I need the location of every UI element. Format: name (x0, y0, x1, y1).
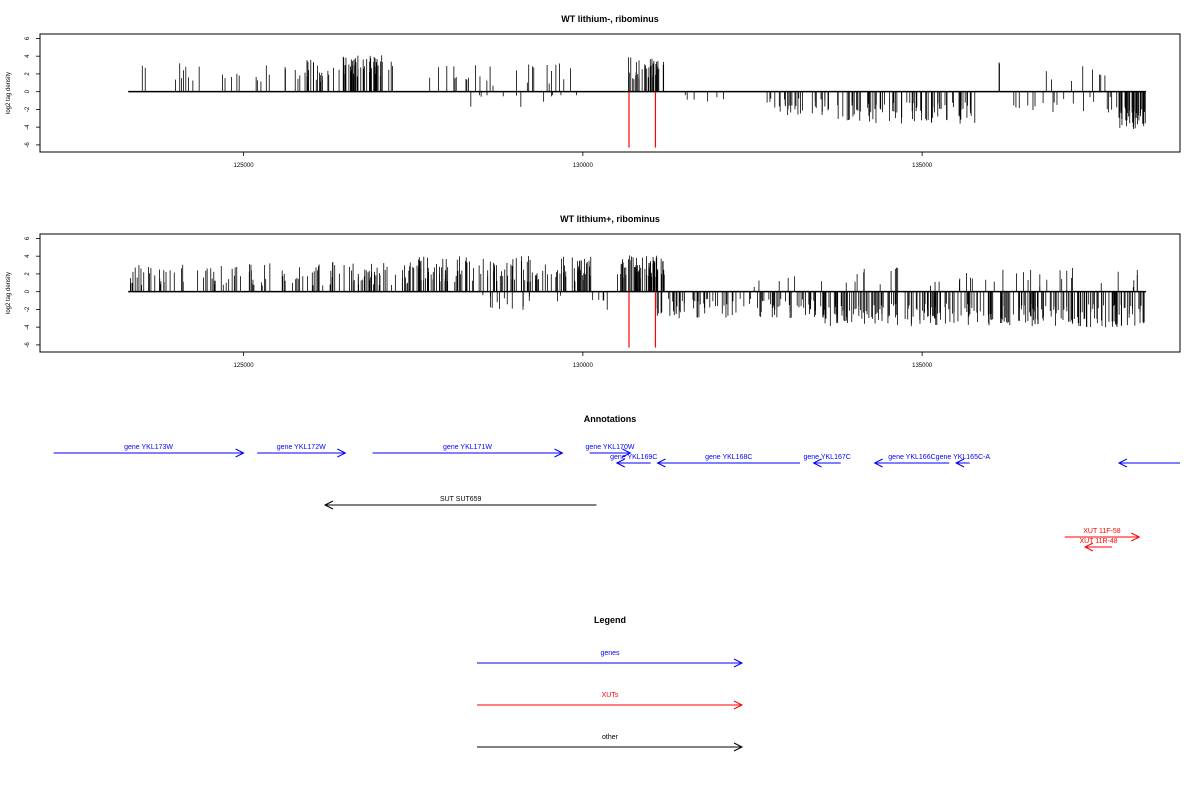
legend-label: genes (600, 650, 620, 657)
y-tick-label: -4 (25, 124, 31, 130)
x-tick-label: 135000 (912, 163, 933, 169)
feature-label: SUT SUT659 (440, 496, 482, 503)
feature-label: gene YKL165C-A (936, 454, 991, 461)
chart-title: WT lithium-, ribominus (561, 14, 659, 24)
x-tick-label: 130000 (573, 363, 594, 369)
plot-frame (39, 33, 1181, 153)
feature-arrow-head (1131, 532, 1141, 542)
feature-label: XUT 11R-48 (1079, 538, 1117, 545)
y-tick-label: -2 (25, 106, 31, 112)
chart-title: WT lithium+, ribominus (560, 214, 660, 224)
feature-label: gene YKL168C (705, 454, 752, 461)
feature-arrow-head (1117, 458, 1128, 468)
feature-arrow-head (812, 458, 822, 468)
panel-wt-lithium-minus: WT lithium-, ribominus log2 tag density -6… (6, 14, 1181, 169)
feature-label: gene YKL166C (888, 454, 935, 461)
x-tick-label: 125000 (234, 363, 255, 369)
legend-item: genes (477, 650, 744, 668)
panel-wt-lithium-plus: WT lithium+, ribominus log2 tag density -6… (6, 214, 1181, 369)
x-tick-label: 135000 (912, 363, 933, 369)
x-tick-label: 130000 (573, 163, 594, 169)
feature-arrow-head (1083, 542, 1094, 552)
feature-genes: gene YKL166C (873, 454, 950, 468)
feature-genes: gene YKL172W (257, 444, 347, 458)
feature-genes: gene YKL170W (586, 444, 635, 458)
y-tick-label: 4 (25, 54, 31, 58)
legend-arrow-head (733, 658, 744, 668)
feature-genes (1117, 458, 1180, 468)
y-axis-label: log2 tag density (6, 72, 12, 114)
legend-arrow-head (733, 742, 744, 752)
feature-label: gene YKL167C (803, 454, 850, 461)
legend-title: Legend (594, 615, 626, 625)
feature-genes: gene YKL169C (610, 454, 657, 468)
legend-arrow-head (733, 700, 744, 710)
y-tick-label: 6 (25, 36, 31, 40)
y-tick-label: 0 (25, 89, 31, 93)
feature-arrow-head (873, 458, 883, 468)
feature-other: SUT SUT659 (323, 496, 597, 510)
feature-genes: gene YKL168C (656, 454, 800, 468)
feature-arrow-head (235, 448, 245, 458)
annotations-title: Annotations (584, 414, 637, 424)
feature-label: gene YKL173W (124, 444, 173, 451)
legend-label: other (602, 734, 619, 741)
feature-genes: gene YKL173W (53, 444, 245, 458)
feature-XUTs: XUT 11R-48 (1079, 538, 1118, 552)
annotations-panel: Annotations gene YKL173W gene YKL172W gene … (53, 414, 1180, 552)
plot-frame (39, 233, 1181, 353)
x-tick-label: 125000 (234, 163, 255, 169)
y-tick-label: 4 (25, 254, 31, 258)
feature-genes: gene YKL171W (372, 444, 564, 458)
feature-label: gene YKL170W (586, 444, 635, 451)
y-tick-label: 2 (25, 272, 31, 276)
y-tick-label: -6 (25, 342, 31, 348)
feature-arrow-head (337, 448, 347, 458)
y-tick-label: 0 (25, 289, 31, 293)
feature-label: gene YKL171W (443, 444, 492, 451)
feature-arrow-head (622, 448, 632, 458)
legend-label: XUTs (602, 692, 619, 699)
feature-arrow-head (656, 458, 666, 468)
y-axis-label: log2 tag density (6, 272, 12, 314)
y-tick-label: -2 (25, 306, 31, 312)
legend-item: XUTs (477, 692, 744, 710)
feature-arrow-head (615, 458, 626, 468)
feature-arrow-head (323, 500, 334, 510)
feature-XUTs: XUT 11F-58 (1064, 528, 1141, 542)
feature-arrow-head (954, 458, 965, 468)
y-tick-label: -6 (25, 142, 31, 148)
y-tick-label: 6 (25, 236, 31, 240)
y-tick-label: 2 (25, 72, 31, 76)
feature-label: gene YKL172W (277, 444, 326, 451)
legend-panel: Legend genes XUTs other (477, 615, 744, 752)
feature-label: XUT 11F-58 (1083, 528, 1121, 535)
feature-genes: gene YKL165C-A (936, 454, 991, 468)
y-tick-label: -4 (25, 324, 31, 330)
feature-arrow-head (554, 448, 564, 458)
legend-item: other (477, 734, 744, 752)
feature-genes: gene YKL167C (803, 454, 851, 468)
feature-label: gene YKL169C (610, 454, 657, 461)
